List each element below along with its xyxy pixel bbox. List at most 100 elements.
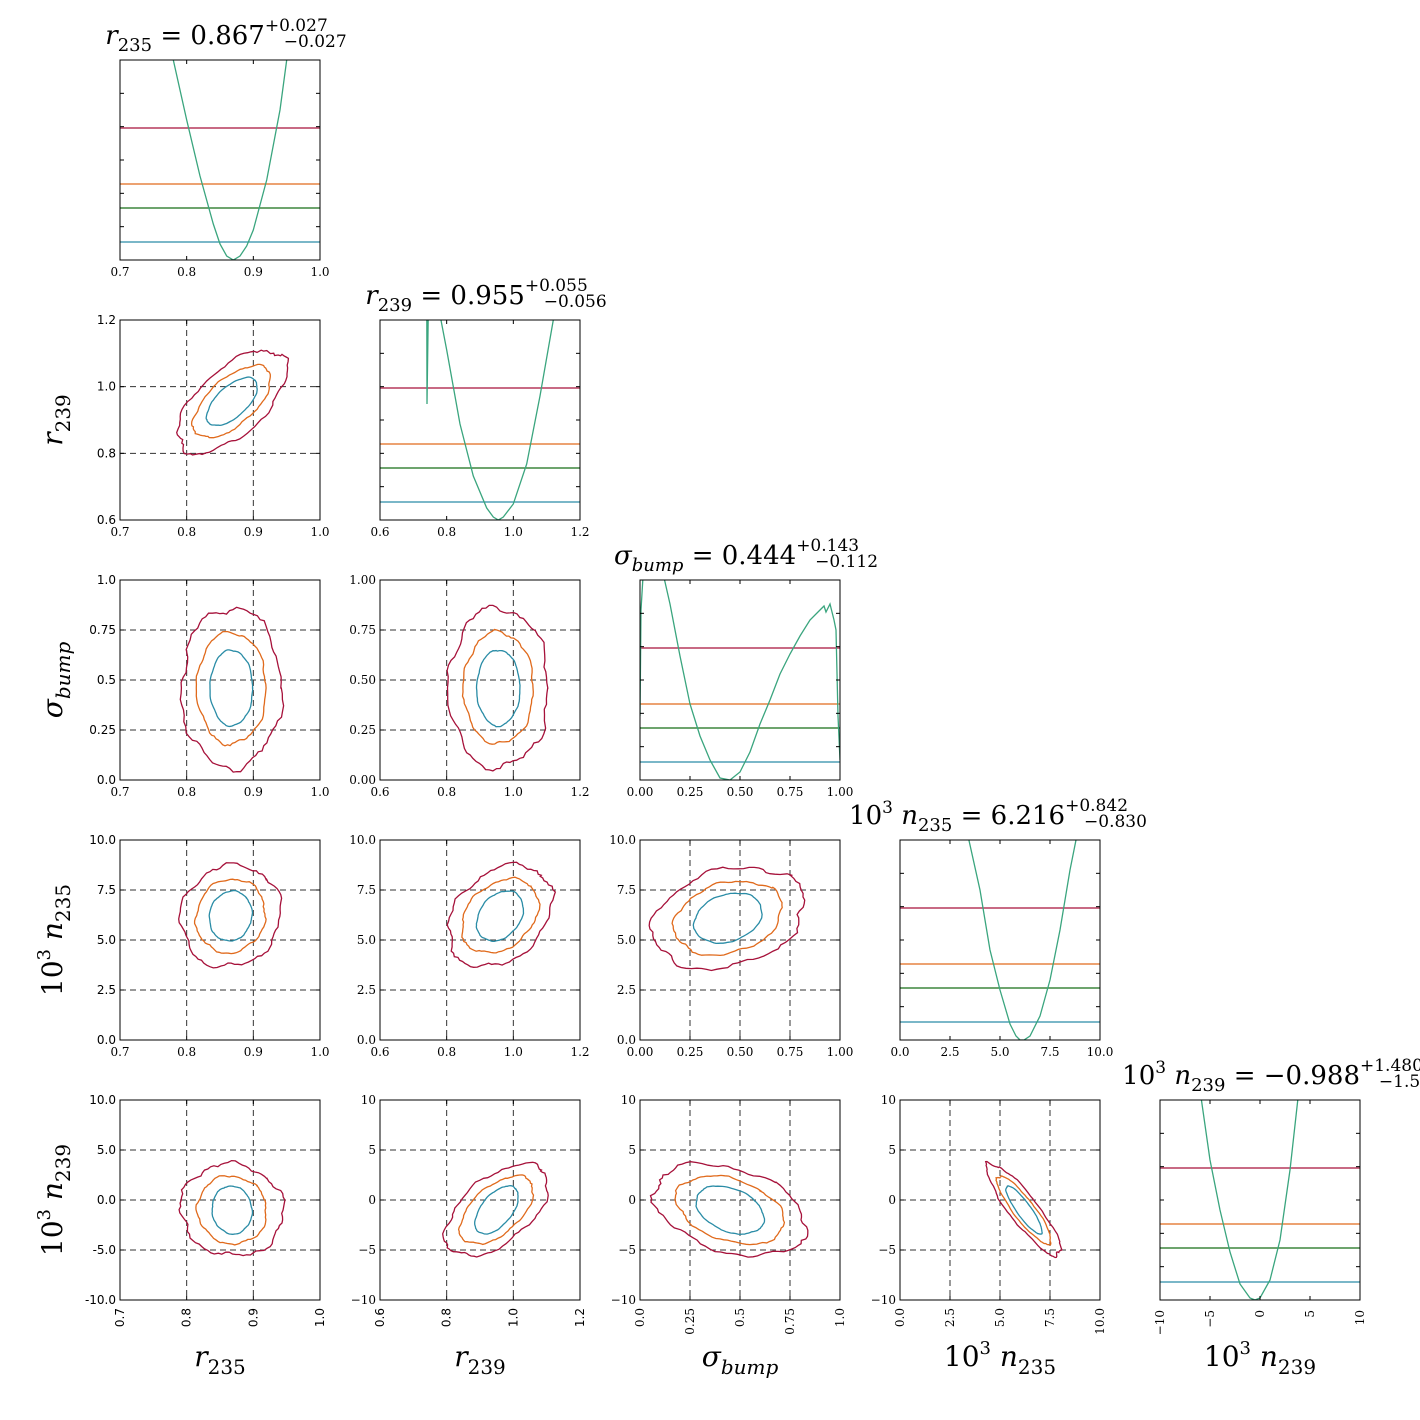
x-tick-label: 1.2 — [570, 785, 589, 799]
y-tick-label: −5 — [618, 1243, 636, 1257]
contour-panel-3-0: 0.0 2.5 5.0 7.5 10.0 0.7 0.8 0.9 1.0 — [89, 833, 329, 1059]
y-tick-label: 0.00 — [349, 773, 376, 787]
x-tick-label: 0.75 — [777, 1045, 804, 1059]
x-tick-label: 10 — [1353, 1310, 1367, 1325]
y-tick-label: 0.5 — [97, 673, 116, 687]
contour-panel-3-2: 0.0 2.5 5.0 7.5 10.0 0.00 0.25 0.50 0.75 1.00 — [609, 833, 853, 1059]
y-tick-label: 1.0 — [97, 573, 116, 587]
confidence-contour — [984, 1160, 1063, 1259]
x-tick-label: 1.0 — [504, 525, 523, 539]
axis-labels: r235 r239 σbump 103 n235 103 n239 r239 σbump 10… — [34, 394, 1316, 1379]
x-tick-label: 0.8 — [180, 1308, 194, 1327]
x-axis-label: 103 n235 — [944, 1338, 1056, 1379]
x-tick-label: 10.0 — [1087, 1045, 1114, 1059]
y-tick-label: 5 — [628, 1143, 636, 1157]
y-axis-label: r239 — [36, 394, 75, 446]
x-tick-label: 1.0 — [310, 1045, 329, 1059]
x-tick-label: 5 — [1303, 1310, 1317, 1318]
x-tick-label: 1.2 — [570, 525, 589, 539]
contour-panel-3-1: 0.0 2.5 5.0 7.5 10.0 0.6 0.8 1.0 1.2 — [349, 833, 589, 1059]
x-tick-label: 1.0 — [833, 1308, 847, 1327]
confidence-contour — [461, 628, 534, 745]
confidence-contour — [475, 890, 525, 943]
x-tick-label: 0.9 — [244, 265, 263, 279]
y-tick-label: 0.0 — [97, 773, 116, 787]
profile-curve — [172, 60, 288, 260]
x-tick-label: 0.00 — [627, 785, 654, 799]
confidence-contour — [995, 1175, 1052, 1246]
confidence-contour — [474, 1184, 519, 1235]
x-tick-label: 0.8 — [440, 1308, 454, 1327]
contour-panel-4-1: −10 −5 0 5 10 0.6 0.8 1.0 1.2 — [351, 1093, 587, 1327]
y-tick-label: −5 — [878, 1243, 896, 1257]
x-tick-label: 0.8 — [177, 525, 196, 539]
x-tick-label: 1.2 — [573, 1308, 587, 1327]
x-tick-label: 0.50 — [727, 1045, 754, 1059]
x-tick-label: 2.5 — [940, 1045, 959, 1059]
x-tick-label: 0.8 — [177, 265, 196, 279]
panel-frame — [1159, 1099, 1361, 1301]
y-tick-label: 10.0 — [609, 833, 636, 847]
y-tick-label: 5.0 — [97, 1143, 116, 1157]
x-tick-label: 1.0 — [310, 785, 329, 799]
x-tick-label: 0 — [1253, 1310, 1267, 1318]
y-tick-label: 0 — [368, 1193, 376, 1207]
x-tick-label: 0.8 — [437, 525, 456, 539]
y-tick-label: 0.75 — [89, 623, 116, 637]
y-axis-label: σbump — [36, 642, 75, 719]
y-tick-label: 0 — [888, 1193, 896, 1207]
diag-panel-3: 0.0 2.5 5.0 7.5 10.0 103 n235 = 6.216+0.842 −0… — [849, 796, 1147, 1059]
confidence-contour — [671, 880, 783, 957]
y-tick-label: 5 — [368, 1143, 376, 1157]
confidence-contour — [692, 892, 763, 945]
x-tick-label: 1.0 — [313, 1308, 327, 1327]
panel-frame — [119, 319, 321, 521]
x-tick-label: 0.75 — [777, 785, 804, 799]
x-tick-label: 1.2 — [570, 1045, 589, 1059]
y-tick-label: 5.0 — [357, 933, 376, 947]
y-tick-label: 0.8 — [97, 446, 116, 460]
x-tick-label: 0.0 — [633, 1308, 647, 1327]
x-tick-label: 1.0 — [504, 1045, 523, 1059]
diag-panel-1: 0.6 0.8 1.0 1.2 r239 = 0.955+0.055 −0.056 — [365, 276, 606, 539]
x-tick-label: 0.8 — [437, 1045, 456, 1059]
y-tick-label: 7.5 — [357, 883, 376, 897]
confidence-contour — [193, 878, 267, 955]
y-tick-label: 2.5 — [617, 983, 636, 997]
profile-curve — [426, 320, 554, 520]
y-tick-label: −5 — [358, 1243, 376, 1257]
y-tick-label: 0.0 — [357, 1033, 376, 1047]
param-title: σbump = 0.444+0.143 −0.112 — [614, 536, 878, 576]
confidence-contour — [1005, 1185, 1043, 1235]
confidence-contour — [446, 861, 557, 968]
confidence-contour — [674, 1174, 786, 1246]
x-tick-label: 1.0 — [504, 785, 523, 799]
x-axis-label: σbump — [702, 1340, 779, 1379]
x-tick-label: 0.25 — [683, 1308, 697, 1335]
y-tick-label: 0 — [628, 1193, 636, 1207]
confidence-contour — [209, 649, 254, 728]
confidence-contour — [208, 889, 254, 942]
y-tick-label: 5 — [888, 1143, 896, 1157]
y-tick-label: −10 — [871, 1293, 896, 1307]
x-tick-label: 0.7 — [110, 525, 129, 539]
contour-panel-4-3: −10 −5 0 5 10 0.0 2.5 5.0 7.5 10.0 — [871, 1093, 1107, 1335]
confidence-contour — [442, 1161, 549, 1258]
param-title: 103 n239 = −0.988+1.480−1.569 — [1122, 1056, 1420, 1096]
y-tick-label: 0.75 — [349, 623, 376, 637]
diag-panel-0: 0.7 0.8 0.9 1.0 r235 = 0.867+0.027 −0.027 — [105, 16, 346, 279]
x-tick-label: 0.7 — [110, 1045, 129, 1059]
confidence-contour — [178, 1159, 286, 1257]
x-tick-label: 0.9 — [244, 525, 263, 539]
y-tick-label: 0.0 — [617, 1033, 636, 1047]
confidence-contour — [461, 876, 541, 954]
x-tick-label: 0.75 — [783, 1308, 797, 1335]
x-tick-label: −5 — [1203, 1310, 1217, 1328]
profile-curve — [968, 840, 1077, 1040]
y-tick-label: 1.0 — [97, 380, 116, 394]
x-tick-label: 5.0 — [990, 1045, 1009, 1059]
profile-curve — [640, 580, 840, 780]
y-tick-label: 0.6 — [97, 513, 116, 527]
y-tick-label: -10.0 — [85, 1293, 116, 1307]
